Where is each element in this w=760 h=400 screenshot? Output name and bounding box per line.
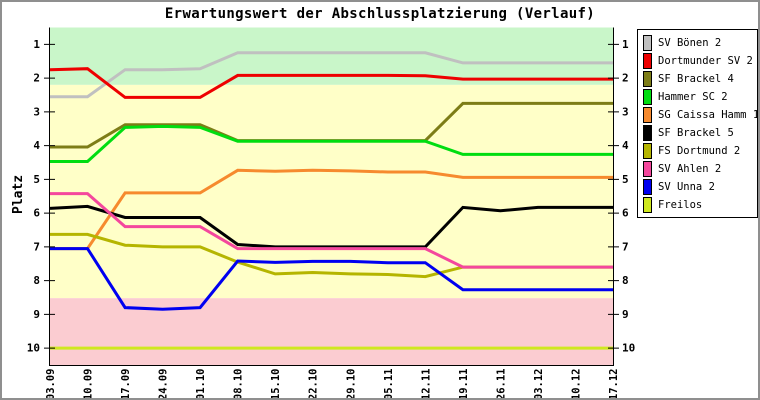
- y-tick-label-right: 9: [622, 308, 629, 321]
- series-line-sf-brackel-5: [49, 204, 613, 249]
- x-tick-label: 10.09: [83, 369, 95, 400]
- legend: SV Bönen 2 Dortmunder SV 2 SF Brackel 4 Ham…: [637, 29, 758, 218]
- legend-item-sf-brackel-4: SF Brackel 4: [643, 70, 754, 88]
- y-tick-label-left: 5: [33, 173, 40, 186]
- legend-label: FS Dortmund 2: [658, 145, 741, 157]
- y-tick-label-right: 7: [622, 240, 629, 253]
- series-line-sg-caissa-hamm-1: [50, 168, 613, 251]
- series-line-hammer-sc-2: [50, 124, 613, 163]
- legend-item-sf-brackel-5: SF Brackel 5: [643, 124, 754, 142]
- y-tick-label-left: 9: [33, 308, 40, 321]
- legend-item-sv-ahlen-2: SV Ahlen 2: [643, 160, 754, 178]
- x-tick-label: 17.09: [120, 369, 132, 400]
- y-tick-label-right: 1: [622, 38, 629, 51]
- x-tick-label: 26.11: [495, 369, 507, 400]
- x-tick-label: 24.09: [158, 369, 170, 400]
- y-tick-label-right: 5: [622, 173, 629, 186]
- legend-swatch: [643, 89, 652, 105]
- legend-item-hammer-sc-2: Hammer SC 2: [643, 88, 754, 106]
- legend-item-dortmunder-sv-2: Dortmunder SV 2: [643, 52, 754, 70]
- series-line-sv-ahlen-2: [50, 192, 613, 269]
- series-line-sv-unna-2: [50, 247, 613, 311]
- x-tick-label: 29.10: [345, 369, 357, 400]
- y-tick-label-left: 7: [33, 240, 40, 253]
- legend-swatch: [643, 125, 652, 141]
- series-line-dortmunder-sv-2: [49, 67, 613, 99]
- legend-swatch: [643, 143, 652, 159]
- legend-label: SF Brackel 4: [658, 73, 734, 85]
- legend-item-sv-unna-2: SV Unna 2: [643, 178, 754, 196]
- x-tick-label: 03.09: [45, 369, 57, 400]
- y-tick-label-right: 2: [622, 72, 629, 85]
- y-tick-label-right: 6: [622, 207, 629, 220]
- chart-title: Erwartungswert der Abschlussplatzierung …: [164, 6, 596, 22]
- x-tick-label: 08.10: [233, 369, 245, 400]
- x-tick-label: 01.10: [195, 369, 207, 400]
- legend-swatch: [643, 179, 652, 195]
- x-tick-label: 10.12: [570, 369, 582, 400]
- legend-label: Freilos: [658, 199, 703, 211]
- legend-swatch: [643, 35, 652, 51]
- y-tick-label-left: 6: [33, 207, 40, 220]
- legend-swatch: [643, 107, 652, 123]
- legend-item-freilos: Freilos: [643, 196, 754, 214]
- legend-label: SV Ahlen 2: [658, 163, 722, 175]
- legend-label: Hammer SC 2: [658, 91, 728, 103]
- legend-label: SV Unna 2: [658, 181, 715, 193]
- y-tick-label-left: 8: [33, 274, 40, 287]
- y-tick-label-right: 4: [622, 139, 629, 152]
- x-tick-label: 19.11: [458, 369, 470, 400]
- x-tick-label: 15.10: [270, 369, 282, 400]
- x-tick-label: 12.11: [420, 369, 432, 400]
- x-tick-label: 03.12: [533, 369, 545, 400]
- y-tick-label-right: 3: [622, 105, 629, 118]
- y-tick-label-left: 4: [33, 139, 40, 152]
- legend-item-sv-b-nen-2: SV Bönen 2: [643, 34, 754, 52]
- y-tick-label-left: 2: [33, 72, 40, 85]
- legend-label: SV Bönen 2: [658, 37, 722, 49]
- legend-item-sg-caissa-hamm-1: SG Caissa Hamm 1: [643, 106, 758, 124]
- y-tick-label-left: 1: [33, 38, 40, 51]
- legend-swatch: [643, 71, 652, 87]
- x-tick-label: 05.11: [383, 369, 395, 400]
- legend-swatch: [643, 197, 652, 213]
- x-tick-label: 22.10: [308, 369, 320, 400]
- legend-label: SF Brackel 5: [658, 127, 734, 139]
- y-tick-label-right: 8: [622, 274, 629, 287]
- legend-label: Dortmunder SV 2: [658, 55, 753, 67]
- y-tick-label-left: 10: [27, 342, 40, 355]
- legend-swatch: [643, 53, 652, 69]
- y-tick-label-right: 10: [622, 342, 635, 355]
- x-tick-label: 17.12: [608, 369, 620, 400]
- series-line-sv-b-nen-2: [50, 51, 613, 99]
- legend-item-fs-dortmund-2: FS Dortmund 2: [643, 142, 754, 160]
- legend-swatch: [643, 161, 652, 177]
- legend-label: SG Caissa Hamm 1: [658, 109, 760, 121]
- y-tick-label-left: 3: [33, 105, 40, 118]
